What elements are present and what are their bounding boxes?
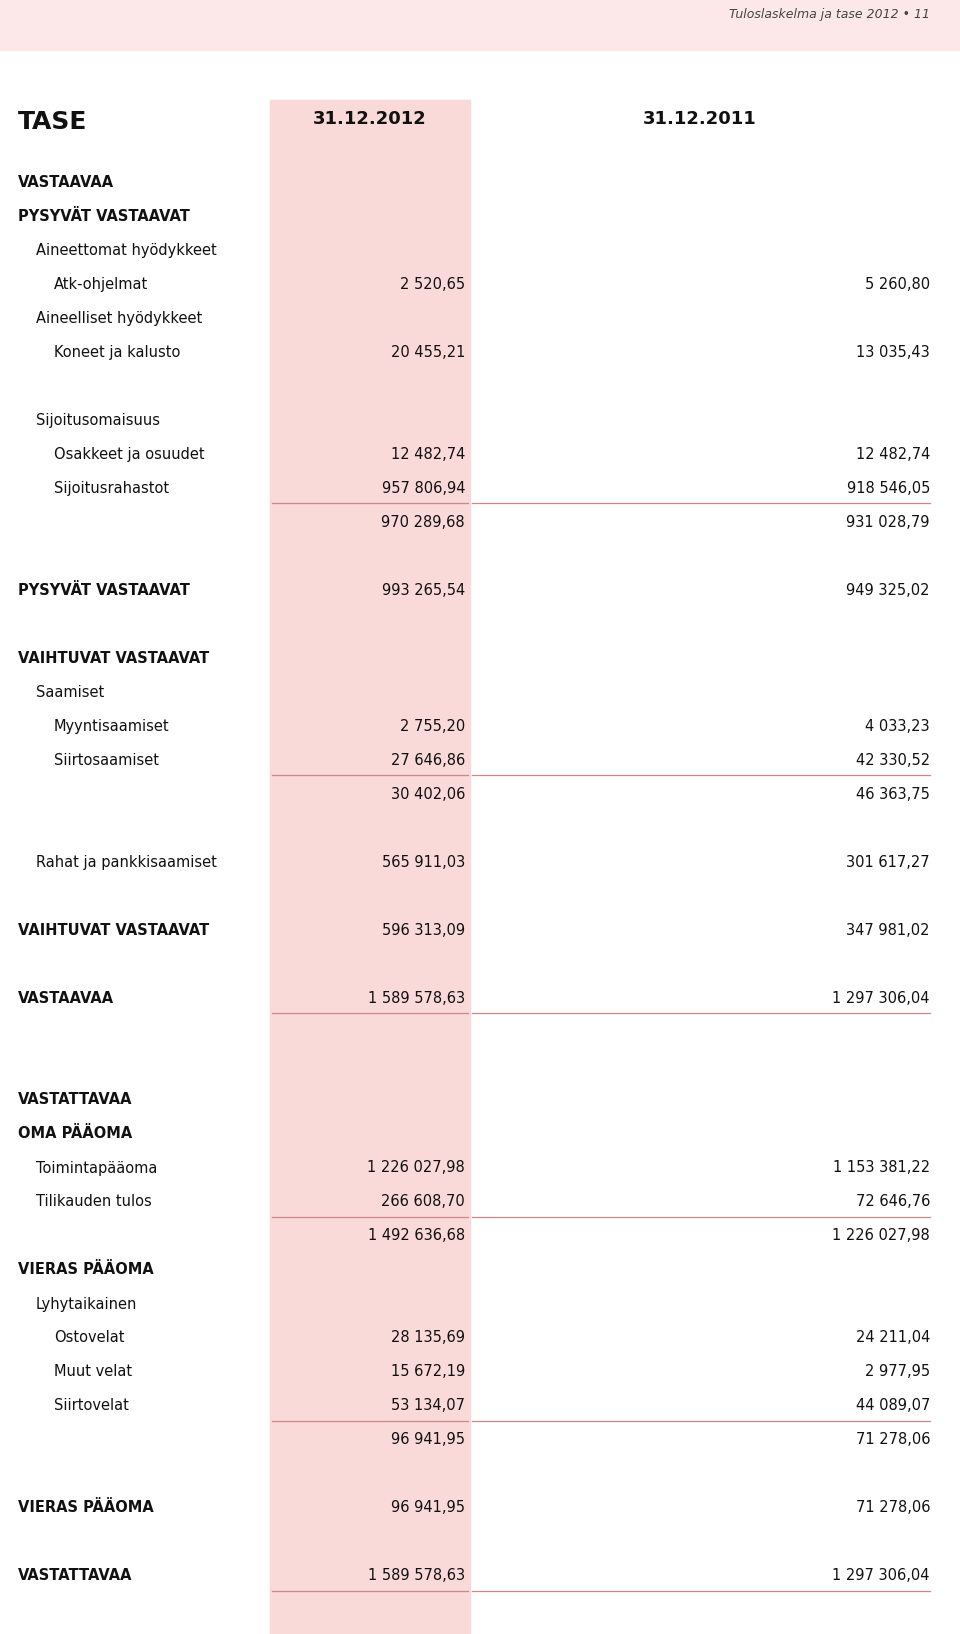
Text: 347 981,02: 347 981,02 bbox=[847, 923, 930, 938]
Text: 96 941,95: 96 941,95 bbox=[391, 1433, 465, 1448]
Text: 96 941,95: 96 941,95 bbox=[391, 1500, 465, 1515]
Text: Rahat ja pankkisaamiset: Rahat ja pankkisaamiset bbox=[36, 855, 217, 869]
Text: 266 608,70: 266 608,70 bbox=[381, 1194, 465, 1209]
Text: Ostovelat: Ostovelat bbox=[54, 1330, 125, 1345]
Text: 565 911,03: 565 911,03 bbox=[382, 855, 465, 869]
Text: 71 278,06: 71 278,06 bbox=[855, 1500, 930, 1515]
Text: Muut velat: Muut velat bbox=[54, 1364, 132, 1379]
Text: Siirtovelat: Siirtovelat bbox=[54, 1399, 129, 1413]
Text: Sijoitusomaisuus: Sijoitusomaisuus bbox=[36, 412, 160, 428]
Text: 13 035,43: 13 035,43 bbox=[856, 345, 930, 359]
Text: VASTAAVAA: VASTAAVAA bbox=[18, 175, 114, 190]
Text: Siirtosaamiset: Siirtosaamiset bbox=[54, 753, 159, 768]
Text: 31.12.2011: 31.12.2011 bbox=[643, 109, 756, 127]
Text: 12 482,74: 12 482,74 bbox=[391, 446, 465, 461]
Text: 44 089,07: 44 089,07 bbox=[855, 1399, 930, 1413]
Text: Myyntisaamiset: Myyntisaamiset bbox=[54, 719, 170, 734]
Text: 2 520,65: 2 520,65 bbox=[400, 276, 465, 291]
Text: 72 646,76: 72 646,76 bbox=[855, 1194, 930, 1209]
Text: Tilikauden tulos: Tilikauden tulos bbox=[36, 1194, 152, 1209]
Text: 931 028,79: 931 028,79 bbox=[847, 515, 930, 529]
Text: 1 226 027,98: 1 226 027,98 bbox=[832, 1229, 930, 1243]
Text: 27 646,86: 27 646,86 bbox=[391, 753, 465, 768]
Text: VAIHTUVAT VASTAAVAT: VAIHTUVAT VASTAAVAT bbox=[18, 650, 209, 665]
Text: Saamiset: Saamiset bbox=[36, 685, 105, 699]
Text: 1 297 306,04: 1 297 306,04 bbox=[832, 1569, 930, 1583]
Text: 596 313,09: 596 313,09 bbox=[382, 923, 465, 938]
Text: 28 135,69: 28 135,69 bbox=[391, 1330, 465, 1345]
Text: 46 363,75: 46 363,75 bbox=[856, 786, 930, 802]
Text: PYSYVÄT VASTAAVAT: PYSYVÄT VASTAAVAT bbox=[18, 582, 190, 598]
Text: 5 260,80: 5 260,80 bbox=[865, 276, 930, 291]
Text: 918 546,05: 918 546,05 bbox=[847, 480, 930, 495]
Text: 20 455,21: 20 455,21 bbox=[391, 345, 465, 359]
Text: Atk-ohjelmat: Atk-ohjelmat bbox=[54, 276, 148, 291]
Text: 1 297 306,04: 1 297 306,04 bbox=[832, 990, 930, 1005]
Text: 1 153 381,22: 1 153 381,22 bbox=[833, 1160, 930, 1175]
Text: VIERAS PÄÄOMA: VIERAS PÄÄOMA bbox=[18, 1263, 154, 1278]
Text: TASE: TASE bbox=[18, 109, 87, 134]
Text: Aineelliset hyödykkeet: Aineelliset hyödykkeet bbox=[36, 310, 203, 325]
Text: Lyhytaikainen: Lyhytaikainen bbox=[36, 1296, 137, 1312]
Text: PYSYVÄT VASTAAVAT: PYSYVÄT VASTAAVAT bbox=[18, 209, 190, 224]
Text: 24 211,04: 24 211,04 bbox=[855, 1330, 930, 1345]
Text: 1 589 578,63: 1 589 578,63 bbox=[368, 1569, 465, 1583]
Text: 970 289,68: 970 289,68 bbox=[381, 515, 465, 529]
Text: VAIHTUVAT VASTAAVAT: VAIHTUVAT VASTAAVAT bbox=[18, 923, 209, 938]
Text: 1 492 636,68: 1 492 636,68 bbox=[368, 1229, 465, 1243]
Text: Sijoitusrahastot: Sijoitusrahastot bbox=[54, 480, 169, 495]
Text: VASTATTAVAA: VASTATTAVAA bbox=[18, 1569, 132, 1583]
Text: 1 226 027,98: 1 226 027,98 bbox=[368, 1160, 465, 1175]
Text: 949 325,02: 949 325,02 bbox=[847, 582, 930, 598]
Text: 42 330,52: 42 330,52 bbox=[856, 753, 930, 768]
Text: 2 755,20: 2 755,20 bbox=[399, 719, 465, 734]
Text: 993 265,54: 993 265,54 bbox=[382, 582, 465, 598]
Text: 71 278,06: 71 278,06 bbox=[855, 1433, 930, 1448]
Text: 30 402,06: 30 402,06 bbox=[391, 786, 465, 802]
Text: 31.12.2012: 31.12.2012 bbox=[313, 109, 427, 127]
Text: 15 672,19: 15 672,19 bbox=[391, 1364, 465, 1379]
Text: 53 134,07: 53 134,07 bbox=[391, 1399, 465, 1413]
Text: Aineettomat hyödykkeet: Aineettomat hyödykkeet bbox=[36, 242, 217, 258]
Text: Koneet ja kalusto: Koneet ja kalusto bbox=[54, 345, 180, 359]
Text: 301 617,27: 301 617,27 bbox=[847, 855, 930, 869]
Text: 2 977,95: 2 977,95 bbox=[865, 1364, 930, 1379]
Text: 1 589 578,63: 1 589 578,63 bbox=[368, 990, 465, 1005]
Text: VIERAS PÄÄOMA: VIERAS PÄÄOMA bbox=[18, 1500, 154, 1515]
Text: OMA PÄÄOMA: OMA PÄÄOMA bbox=[18, 1126, 132, 1142]
Text: Tuloslaskelma ja tase 2012 • 11: Tuloslaskelma ja tase 2012 • 11 bbox=[729, 8, 930, 21]
Text: VASTATTAVAA: VASTATTAVAA bbox=[18, 1093, 132, 1108]
Bar bbox=[0, 0, 960, 51]
Text: Osakkeet ja osuudet: Osakkeet ja osuudet bbox=[54, 446, 204, 461]
Text: 4 033,23: 4 033,23 bbox=[865, 719, 930, 734]
Bar bbox=[270, 100, 470, 1634]
Text: Toimintapääoma: Toimintapääoma bbox=[36, 1160, 157, 1175]
Text: VASTAAVAA: VASTAAVAA bbox=[18, 990, 114, 1005]
Text: 12 482,74: 12 482,74 bbox=[855, 446, 930, 461]
Text: 957 806,94: 957 806,94 bbox=[381, 480, 465, 495]
